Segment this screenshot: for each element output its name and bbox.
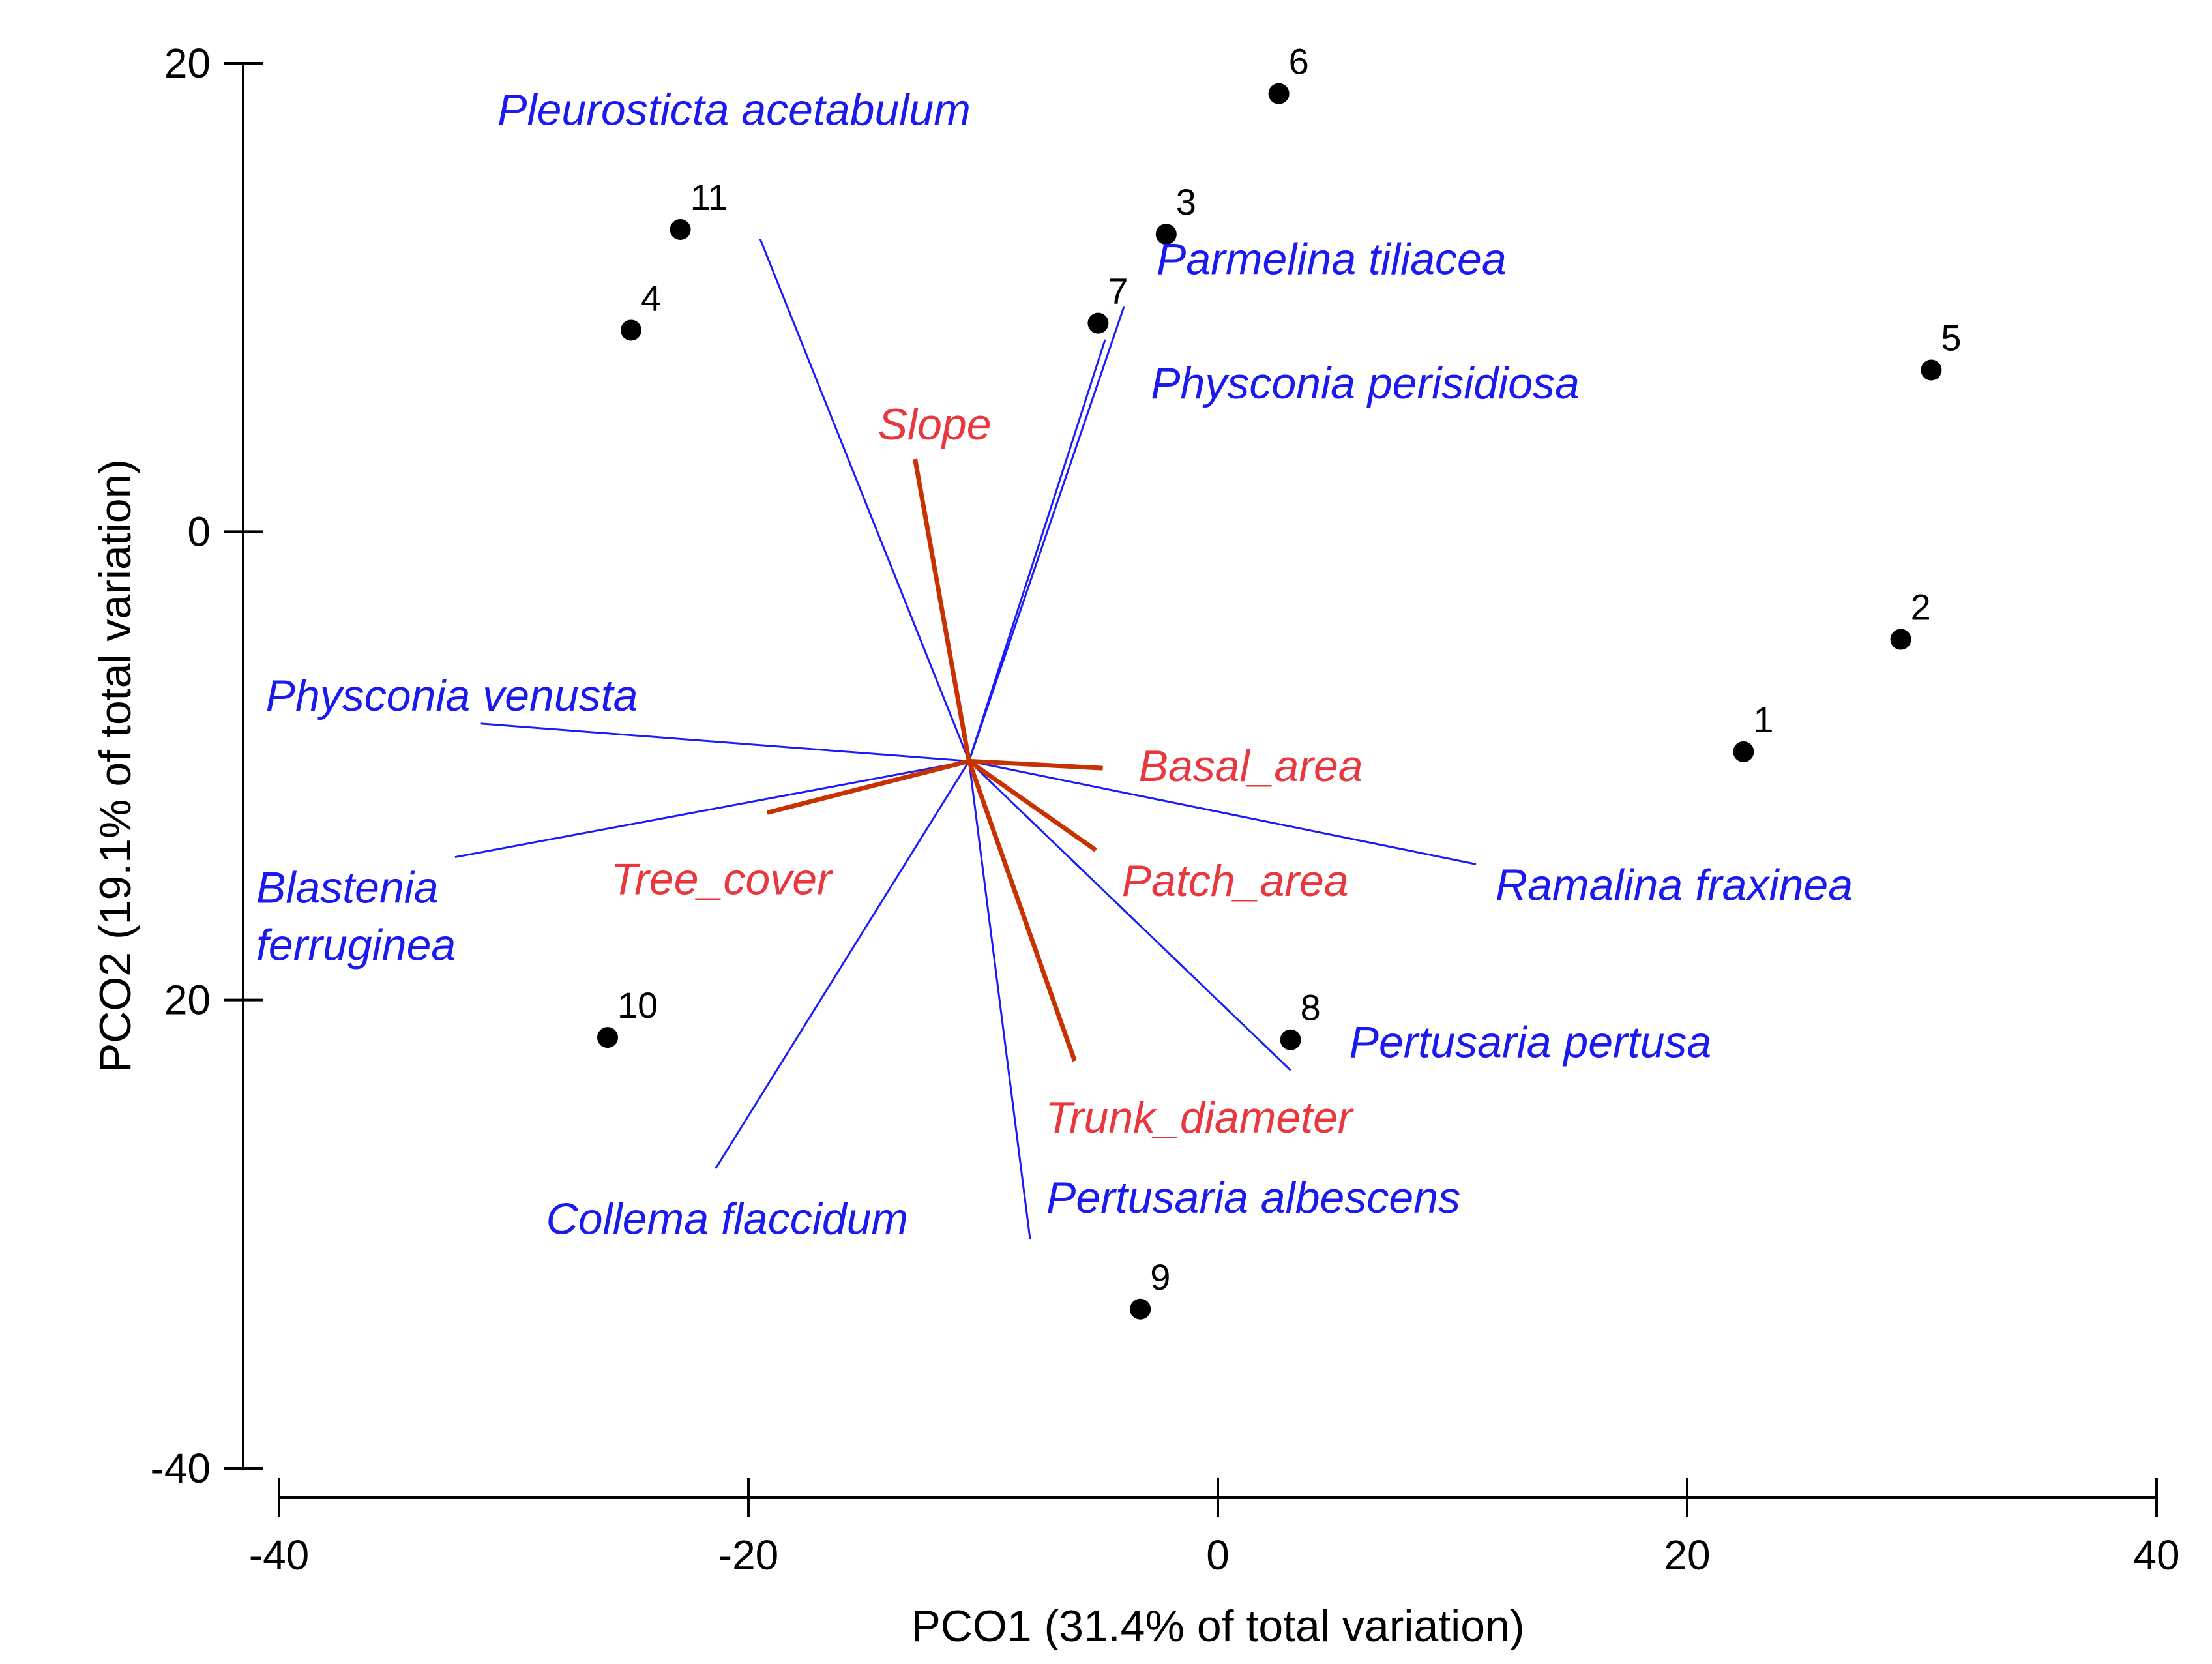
environment-vector-line — [766, 758, 970, 815]
sample-point-label: 11 — [690, 177, 728, 218]
species-vector-line — [969, 760, 1477, 865]
species-vector-line — [480, 722, 969, 762]
y-tick-label: 20 — [164, 977, 211, 1024]
axes: 20 0 20 -40 -40 -20 0 20 40 — [151, 40, 2180, 1579]
sample-point-label: 10 — [617, 985, 658, 1026]
sample-point — [1268, 83, 1290, 104]
environment-vector-line — [967, 759, 1097, 852]
sample-point-label: 7 — [1108, 271, 1128, 312]
environment-vector-line — [969, 758, 1103, 771]
sample-point-label: 9 — [1150, 1256, 1170, 1298]
sample-point — [1921, 359, 1942, 381]
x-tick-label: -40 — [249, 1532, 310, 1579]
x-tick-label: 0 — [1206, 1532, 1230, 1579]
species-vector-line — [454, 760, 969, 859]
species-label-pleurosticta-acetabulum: Pleurosticta acetabulum — [497, 85, 971, 134]
environment-vector-line — [913, 458, 971, 762]
environment-label-slope: Slope — [878, 400, 992, 449]
sample-point — [621, 319, 641, 341]
environment-label-trunk-diameter: Trunk_diameter — [1045, 1093, 1354, 1142]
sample-point-label: 4 — [641, 277, 661, 318]
sample-points: 1 2 3 4 5 6 7 8 9 10 11 — [597, 41, 1962, 1320]
species-label-parmelina-tiliacea: Parmelina tiliacea — [1157, 235, 1507, 284]
species-vector-line — [967, 306, 1125, 762]
sample-point-label: 3 — [1176, 181, 1196, 222]
sample-point-label: 6 — [1289, 41, 1309, 82]
x-tick-label: 20 — [1664, 1532, 1710, 1579]
y-tick-label: -40 — [151, 1445, 211, 1492]
species-vector-line — [967, 339, 1106, 762]
species-label-ramalina-fraxinea: Ramalina fraxinea — [1496, 860, 1853, 910]
label-line: ferruginea — [256, 921, 456, 970]
species-label-physconia-venusta: Physconia venusta — [266, 671, 638, 721]
y-tick-label: 0 — [187, 508, 211, 555]
sample-point — [1280, 1029, 1301, 1050]
sample-point — [670, 219, 691, 241]
species-label-collema-flaccidum: Collema flaccidum — [546, 1194, 909, 1243]
y-tick-label: 20 — [164, 40, 211, 87]
sample-point — [1087, 312, 1109, 334]
species-label-blastenia-ferruginea: Blastenia ferruginea — [256, 863, 456, 970]
label-line: Blastenia — [256, 863, 439, 913]
y-axis-title: PCO2 (19.1% of total variation) — [91, 459, 140, 1073]
sample-point — [1130, 1298, 1151, 1320]
species-vector-line — [968, 760, 1291, 1071]
sample-point-label: 8 — [1301, 987, 1321, 1028]
sample-point — [1890, 629, 1911, 650]
environment-label-patch-area: Patch_area — [1122, 856, 1349, 906]
species-label-pertusaria-albescens: Pertusaria albescens — [1046, 1173, 1460, 1223]
environment-vector-line — [967, 760, 1077, 1062]
species-label-pertusaria-pertusa: Pertusaria pertusa — [1349, 1017, 1712, 1067]
chart-labels: Pleurosticta acetabulum Parmelina tiliace… — [256, 85, 1853, 1243]
species-vector-lines — [454, 238, 1477, 1240]
sample-point-label: 1 — [1753, 699, 1773, 740]
sample-point — [1155, 224, 1177, 245]
environment-label-tree-cover: Tree_cover — [611, 854, 833, 904]
environment-vector-lines — [766, 458, 1103, 1062]
species-vector-line — [967, 761, 1031, 1240]
x-tick-label: 40 — [2133, 1532, 2179, 1579]
sample-point-label: 5 — [1941, 318, 1961, 359]
species-label-physconia-perisidiosa: Physconia perisidiosa — [1151, 359, 1580, 408]
species-vector-line — [759, 238, 970, 762]
sample-point-label: 2 — [1911, 587, 1931, 628]
x-tick-label: -20 — [718, 1532, 779, 1579]
sample-point — [1733, 741, 1754, 762]
x-axis-title: PCO1 (31.4% of total variation) — [911, 1601, 1524, 1651]
environment-label-basal-area: Basal_area — [1139, 741, 1363, 791]
species-vector-line — [715, 760, 970, 1170]
sample-point — [597, 1027, 618, 1048]
